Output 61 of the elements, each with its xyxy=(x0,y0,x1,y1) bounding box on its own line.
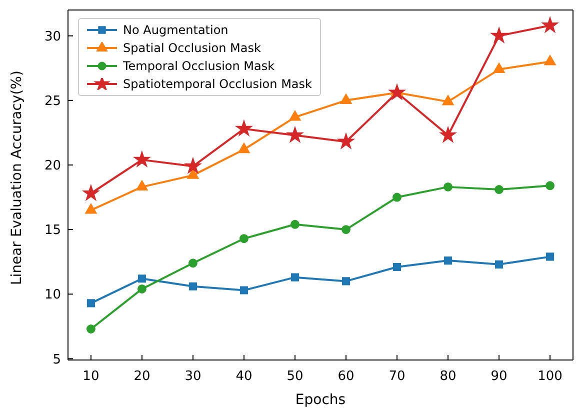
y-tick-label: 25 xyxy=(44,94,61,110)
point xyxy=(389,84,406,100)
point xyxy=(136,180,148,191)
point xyxy=(290,273,300,282)
y-tick-label: 30 xyxy=(44,29,61,44)
point xyxy=(493,62,505,74)
point xyxy=(392,262,402,272)
x-tick-label: 10 xyxy=(82,369,100,384)
point xyxy=(546,181,555,190)
point xyxy=(240,286,248,294)
legend-label: Spatiotemporal Occlusion Mask xyxy=(123,76,312,93)
y-tick-label: 5 xyxy=(52,352,61,368)
point xyxy=(542,17,558,32)
point xyxy=(138,274,146,283)
y-tick-label: 15 xyxy=(44,223,61,238)
point xyxy=(286,126,304,142)
point xyxy=(491,27,508,43)
point xyxy=(495,260,504,268)
point xyxy=(340,94,352,104)
x-tick-label: 100 xyxy=(538,369,562,384)
point xyxy=(442,94,454,106)
point xyxy=(444,256,452,265)
x-tick-label: 80 xyxy=(440,369,456,384)
x-tick-label: 90 xyxy=(490,369,508,384)
point xyxy=(184,158,201,174)
point xyxy=(546,252,554,261)
y-axis-title: Linear Evaluation Accuracy(%) xyxy=(8,70,25,285)
point xyxy=(440,126,456,142)
point xyxy=(188,258,198,268)
y-tick-label: 10 xyxy=(44,288,61,303)
point xyxy=(86,324,96,334)
point xyxy=(392,192,402,202)
point xyxy=(137,284,146,294)
point xyxy=(342,225,350,234)
point xyxy=(187,168,199,179)
point xyxy=(342,277,350,286)
point xyxy=(236,120,252,136)
x-tick-label: 40 xyxy=(236,369,252,384)
point xyxy=(494,185,504,194)
legend-label: No Augmentation xyxy=(123,22,228,39)
x-tick-label: 70 xyxy=(388,369,406,384)
legend-label: Temporal Occlusion Mask xyxy=(123,58,275,75)
legend-label: Spatial Occlusion Mask xyxy=(123,40,261,57)
point xyxy=(134,151,150,167)
point xyxy=(86,299,95,308)
point xyxy=(188,282,198,290)
x-tick-label: 30 xyxy=(184,369,202,384)
x-tick-label: 50 xyxy=(286,369,304,384)
point xyxy=(289,110,301,121)
point xyxy=(85,203,97,214)
point xyxy=(82,185,99,200)
x-axis-title: Epochs xyxy=(295,392,346,408)
x-tick-label: 60 xyxy=(338,369,354,384)
point xyxy=(290,220,300,229)
point xyxy=(239,234,248,244)
x-tick-label: 20 xyxy=(134,369,150,384)
point xyxy=(444,182,453,192)
point xyxy=(338,133,354,149)
y-tick-label: 20 xyxy=(44,158,61,174)
point xyxy=(238,142,250,154)
point xyxy=(544,54,556,66)
